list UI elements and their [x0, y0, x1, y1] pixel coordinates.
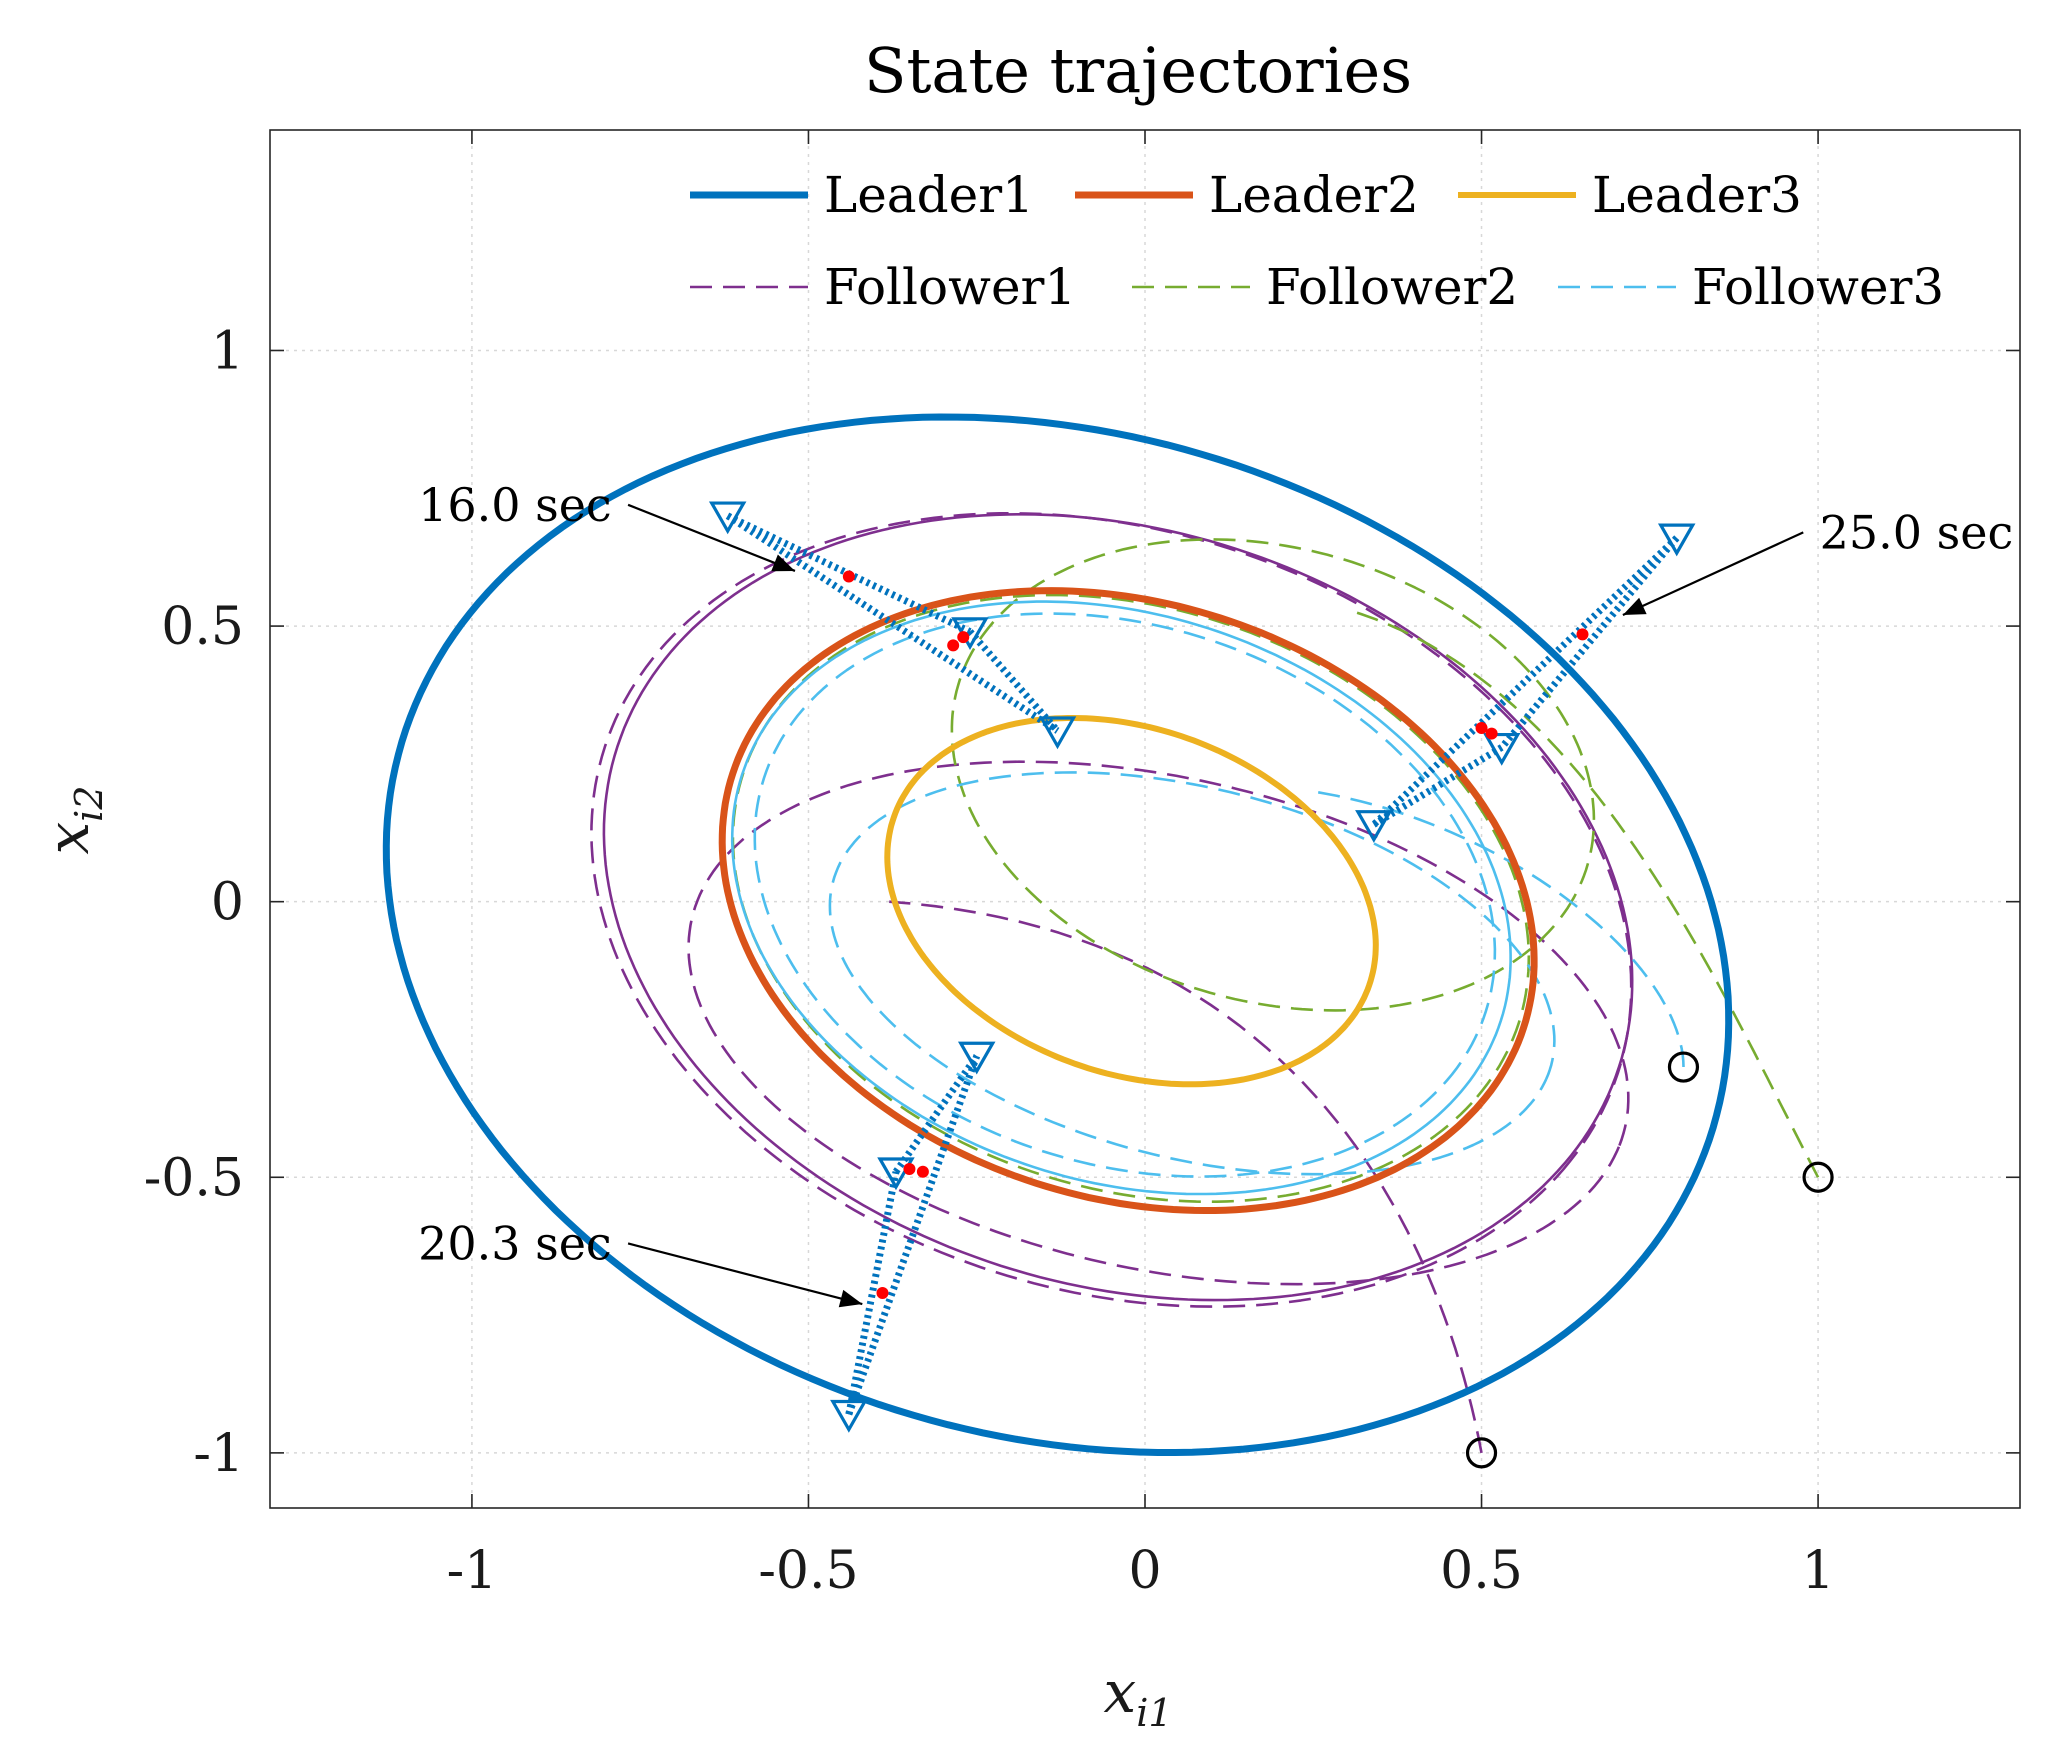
- y-tick-label-1: -0.5: [144, 1148, 244, 1208]
- snapshot-1-arrow-head: [838, 1289, 863, 1308]
- snapshots: 16.0 sec 20.3 sec 25.0 sec: [418, 478, 2014, 1469]
- y-axis-label: xi2: [34, 785, 111, 854]
- legend-label-1: Leader2: [1209, 166, 1419, 224]
- leader2-orbit: [718, 587, 1538, 1214]
- snapshot-1-link-0: [845, 1171, 900, 1415]
- follower3-transient: [1313, 790, 1685, 1068]
- follower1-orbit: [602, 512, 1634, 1302]
- snapshot-1-triangle-2: [957, 1041, 996, 1075]
- snapshot-0-link-1: [725, 512, 1060, 734]
- snapshot-2-point-0: [1576, 628, 1589, 641]
- y-tick-label-0: -1: [193, 1424, 244, 1484]
- x-axis-label-sub: i1: [1136, 1691, 1172, 1735]
- x-tick-label-1: -0.5: [758, 1541, 858, 1601]
- snapshot-2-point-2: [1485, 727, 1498, 740]
- follower1-transient: [889, 900, 1483, 1454]
- initial-point-3: [1667, 1051, 1700, 1083]
- snapshot-2-arrow-line: [1622, 531, 1804, 617]
- snapshot-0-link-2: [967, 629, 1061, 734]
- follower3-orbit: [730, 600, 1512, 1196]
- snapshot-1-point-0: [876, 1287, 889, 1300]
- follower3-loop: [828, 771, 1556, 1176]
- snapshot-0-label: 16.0 sec: [418, 478, 612, 532]
- y-tick-label-4: 1: [211, 321, 244, 381]
- follower2-loop: [950, 538, 1596, 1012]
- snapshot-2-triangle-2: [1355, 810, 1393, 843]
- y-tick-label-2: 0: [211, 873, 244, 933]
- curves: [382, 413, 1820, 1456]
- legend-label-0: Leader1: [824, 166, 1034, 224]
- snapshot-1-arrow-line: [627, 1242, 863, 1306]
- snapshot-0-point-0: [842, 570, 855, 583]
- follower3-orbit-dashed: [753, 612, 1497, 1178]
- follower1-inner-loop: [687, 760, 1630, 1286]
- snapshot-1-link-2: [893, 1054, 980, 1174]
- snapshot-0-triangle-2: [1038, 716, 1077, 750]
- snapshot-1-triangle-0: [830, 1399, 868, 1433]
- legend: Leader1 Leader2 Leader3 Follower1 Follower2 F…: [690, 166, 1944, 316]
- legend-label-3: Follower1: [824, 258, 1076, 316]
- x-tick-label-4: 1: [1802, 1541, 1835, 1601]
- snapshot-2-arrow-head: [1622, 597, 1647, 616]
- snapshot-2-triangle-1: [1482, 732, 1521, 766]
- x-tick-label-0: -1: [447, 1541, 498, 1601]
- snapshot-1-point-2: [916, 1165, 929, 1178]
- chart-title: State trajectories: [864, 34, 1412, 107]
- snapshot-1-point-1: [903, 1163, 916, 1176]
- leader3-orbit: [884, 715, 1379, 1088]
- snapshot-0-arrow-line: [627, 503, 796, 572]
- snapshot-2-label: 25.0 sec: [1820, 505, 2014, 559]
- snapshot-1-label: 20.3 sec: [418, 1216, 612, 1270]
- initial-point-2: [1802, 1161, 1834, 1193]
- x-tick-label-3: 0.5: [1440, 1541, 1523, 1601]
- y-axis-label-sub: i2: [67, 785, 111, 821]
- initial-point-1: [1465, 1437, 1498, 1469]
- legend-label-5: Follower3: [1692, 258, 1944, 316]
- grid: [270, 130, 2020, 1508]
- y-tick-label-3: 0.5: [161, 597, 244, 657]
- follower2-transient: [1346, 608, 1820, 1178]
- leader1-orbit: [382, 413, 1733, 1456]
- legend-label-2: Leader3: [1592, 166, 1802, 224]
- snapshot-0-point-2: [947, 639, 960, 652]
- legend-label-4: Follower2: [1266, 258, 1518, 316]
- x-axis-label: xi1: [1103, 1658, 1172, 1735]
- snapshot-1-triangle-1: [877, 1157, 915, 1191]
- ticks: -1 -0.5 0 0.5 1 -1 -0.5 0 0.5 1: [144, 130, 2020, 1601]
- y-axis-label-main: x: [34, 822, 102, 855]
- snapshot-0-point-1: [957, 631, 970, 644]
- snapshot-0-arrow-head: [771, 554, 795, 572]
- snapshot-2-triangle-0: [1657, 523, 1696, 557]
- snapshot-1-link-1: [845, 1054, 981, 1416]
- snapshot-0-triangle-0: [708, 501, 747, 535]
- x-axis-label-main: x: [1103, 1658, 1136, 1726]
- snapshot-2-point-1: [1475, 722, 1488, 735]
- x-tick-label-2: 0: [1128, 1541, 1161, 1601]
